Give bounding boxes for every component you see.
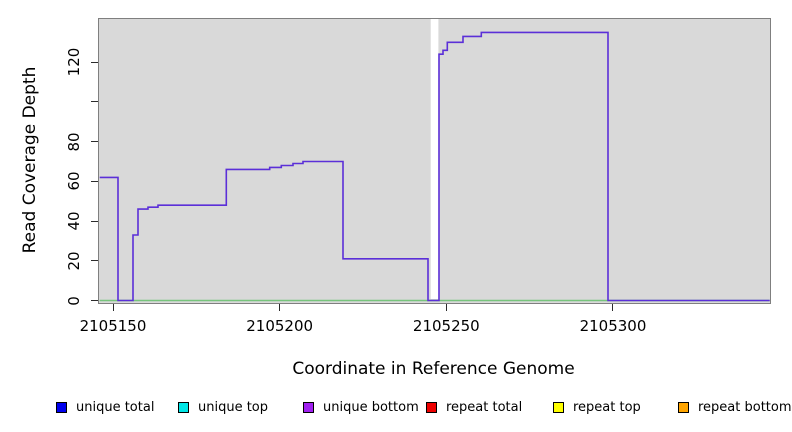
x-tick-mark [279,304,281,311]
x-tick-label: 2105250 [412,317,480,335]
legend-item-unique-bottom: unique bottom [303,398,419,416]
y-tick-label: 120 [65,47,83,77]
legend-item-label: unique top [198,399,269,415]
y-tick-mark [91,220,98,222]
legend: unique total unique top unique bottom repea… [0,398,792,422]
y-tick-mark [91,101,98,103]
y-tick-mark [91,180,98,182]
legend-item-unique-total: unique total [56,398,154,416]
y-tick-label: 40 [65,211,83,231]
x-tick-label: 2105150 [79,317,147,335]
legend-item-label: repeat top [573,399,641,415]
y-tick-label: 20 [65,251,83,271]
y-tick-mark [91,61,98,63]
x-tick-mark [112,304,114,311]
y-tick-label: 80 [65,132,83,152]
y-tick-label: 0 [65,295,83,306]
y-tick-label: 60 [65,171,83,191]
legend-item-repeat-total: repeat total [426,398,522,416]
x-tick-label: 2105200 [246,317,314,335]
legend-swatch-icon [553,401,564,413]
legend-swatch-icon [426,401,437,413]
coverage-step-line [99,31,770,302]
y-axis-title: Read Coverage Depth [20,66,40,254]
coverage-gap-band [430,19,439,299]
legend-item-unique-top: unique top [178,398,268,416]
legend-item-repeat-top: repeat top [553,398,641,416]
legend-item-label: unique total [76,399,155,415]
y-tick-mark [91,141,98,143]
legend-swatch-icon [678,401,689,413]
x-tick-mark [612,304,614,311]
legend-item-label: repeat bottom [698,399,792,415]
y-tick-mark [91,260,98,262]
x-tick-mark [445,304,447,311]
coverage-plot-svg [99,19,770,302]
legend-item-label: repeat total [446,399,523,415]
legend-swatch-icon [56,401,67,413]
legend-swatch-icon [178,401,189,413]
x-tick-label: 2105300 [579,317,647,335]
legend-swatch-icon [303,401,314,413]
legend-item-repeat-bottom: repeat bottom [678,398,792,416]
y-tick-mark [91,300,98,301]
legend-item-label: unique bottom [323,399,419,415]
x-axis-title: Coordinate in Reference Genome [292,359,575,379]
plot-area [98,18,771,304]
